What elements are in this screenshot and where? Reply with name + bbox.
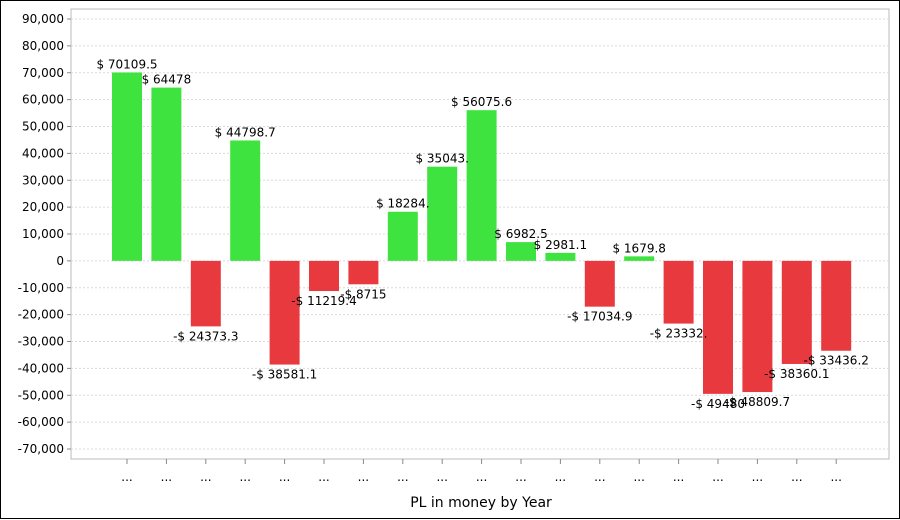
- data-label: -$ 17034.9: [567, 310, 632, 324]
- y-tick-label: 90,000: [22, 12, 64, 26]
- data-label: $ 64478: [142, 73, 192, 87]
- y-tick-label: 80,000: [22, 39, 64, 53]
- x-tick-label: ...: [752, 470, 763, 484]
- data-label: -$ 23332.: [650, 327, 708, 341]
- x-tick-label: ...: [200, 470, 211, 484]
- data-label: -$ 33436.2: [803, 354, 868, 368]
- y-tick-label: -20,000: [18, 308, 64, 322]
- data-label: -$ 8715: [340, 287, 386, 301]
- y-tick-label: -50,000: [18, 388, 64, 402]
- data-label: $ 35043.: [415, 152, 468, 166]
- data-label: -$ 48809.7: [725, 395, 790, 409]
- bar: [703, 260, 733, 394]
- x-tick-label: ...: [830, 470, 841, 484]
- bar: [230, 140, 261, 261]
- bar: [584, 260, 615, 307]
- x-tick-label: ...: [673, 470, 684, 484]
- bar: [427, 166, 458, 261]
- bar: [348, 260, 379, 285]
- data-label: -$ 38581.1: [252, 368, 317, 382]
- bar: [545, 252, 576, 261]
- x-tick-label: ...: [476, 470, 487, 484]
- y-tick-label: 60,000: [22, 93, 64, 107]
- bar: [781, 260, 812, 364]
- x-tick-label: ...: [712, 470, 723, 484]
- data-label: $ 44798.7: [215, 125, 276, 139]
- data-label: -$ 11219.4: [291, 294, 356, 308]
- x-tick-label: ...: [791, 470, 802, 484]
- bar: [151, 87, 182, 261]
- bar: [387, 211, 418, 261]
- y-axis-ticks: 90,000 80,000 70,000 60,000 50,000 40,000 30,0…: [18, 12, 71, 456]
- data-label: $ 56075.6: [451, 95, 512, 109]
- bar: [190, 260, 221, 327]
- x-tick-label: ...: [515, 470, 526, 484]
- y-tick-label: 70,000: [22, 66, 64, 80]
- bar: [506, 242, 536, 261]
- y-tick-label: 50,000: [22, 120, 64, 134]
- y-tick-label: 40,000: [22, 146, 64, 160]
- bar: [821, 260, 852, 351]
- x-tick-label: ...: [555, 470, 566, 484]
- x-axis-title: PL in money by Year: [410, 495, 552, 511]
- y-tick-label: 10,000: [22, 227, 64, 241]
- x-tick-label: ...: [633, 470, 644, 484]
- data-labels: $ 70109.5 $ 64478 -$ 24373.3 $ 44798.7 -$ 38…: [96, 57, 868, 410]
- bar: [742, 260, 773, 393]
- data-label: $ 1679.8: [612, 241, 665, 255]
- y-tick-label: 0: [56, 254, 64, 268]
- data-label: $ 6982.5: [494, 227, 547, 241]
- x-tick-label: ...: [358, 470, 369, 484]
- bar: [112, 72, 142, 261]
- x-tick-label: ...: [318, 470, 329, 484]
- data-label: $ 18284.: [376, 197, 429, 211]
- data-label: -$ 49480: [691, 397, 745, 411]
- bar: [663, 260, 694, 324]
- x-tick-label: ...: [161, 470, 172, 484]
- bar: [269, 260, 300, 365]
- y-tick-label: -10,000: [18, 281, 64, 295]
- x-tick-label: ...: [436, 470, 447, 484]
- y-tick-label: -40,000: [18, 361, 64, 375]
- data-label: $ 2981.1: [534, 238, 587, 252]
- x-tick-label: ...: [121, 470, 132, 484]
- x-tick-label: ...: [239, 470, 250, 484]
- bars: [112, 72, 852, 394]
- x-axis-categories: ........................................…: [121, 459, 842, 484]
- bar: [309, 260, 339, 292]
- y-tick-label: -30,000: [18, 335, 64, 349]
- x-tick-label: ...: [279, 470, 290, 484]
- y-tick-label: 30,000: [22, 173, 64, 187]
- data-label: -$ 24373.3: [173, 329, 238, 343]
- bar: [624, 256, 655, 261]
- y-tick-label: -60,000: [18, 415, 64, 429]
- x-tick-label: ...: [397, 470, 408, 484]
- data-label: $ 70109.5: [96, 57, 157, 71]
- y-tick-label: 20,000: [22, 200, 64, 214]
- data-label: -$ 38360.1: [764, 367, 829, 381]
- x-tick-label: ...: [594, 470, 605, 484]
- bar: [466, 110, 497, 261]
- y-tick-label: -70,000: [18, 442, 64, 456]
